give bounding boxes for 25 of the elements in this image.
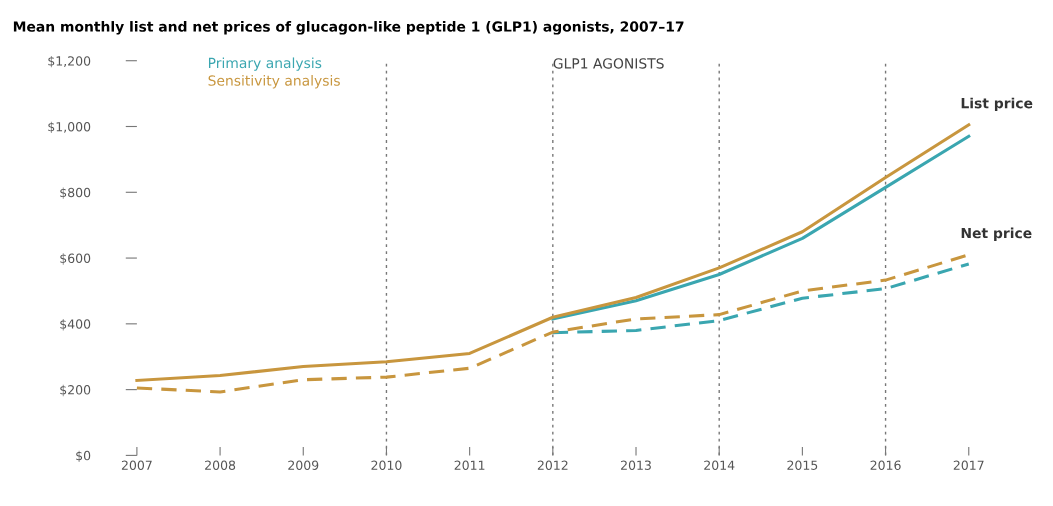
annotation: GLP1 AGONISTS <box>553 58 664 69</box>
y-tick-label: $800 <box>60 187 91 199</box>
chart-title: Mean monthly list and net prices of glucagon-like peptide 1 (GLP1) agonists, 2007–17 <box>13 21 684 35</box>
x-tick-label: 2016 <box>870 460 901 470</box>
y-tick-label: $1,000 <box>48 121 91 134</box>
y-tick-label: $200 <box>60 384 91 397</box>
x-tick-label: 2011 <box>454 460 485 470</box>
x-tick-label: 2009 <box>288 460 319 470</box>
text: Primary analysis <box>208 57 322 71</box>
x-tick-label: 2007 <box>121 460 152 470</box>
x-tick-label: 2012 <box>537 460 568 470</box>
y-tick-label: $600 <box>60 253 91 265</box>
y-tick-label: $0 <box>76 450 91 462</box>
y-tick-label: $400 <box>60 319 91 331</box>
x-tick-label: 2015 <box>787 460 818 470</box>
x-tick-label: 2017 <box>953 460 984 470</box>
text: Sensitivity analysis <box>208 75 340 89</box>
x-tick-label: 2013 <box>621 460 651 470</box>
y-tick-label: $1,200 <box>48 55 91 68</box>
x-tick-label: 2008 <box>205 460 236 470</box>
x-tick-label: 2010 <box>371 460 402 470</box>
line-series <box>551 262 971 335</box>
annotation: Net price <box>961 227 1032 241</box>
annotation: List price <box>961 97 1033 112</box>
x-tick-label: 2014 <box>704 460 735 470</box>
